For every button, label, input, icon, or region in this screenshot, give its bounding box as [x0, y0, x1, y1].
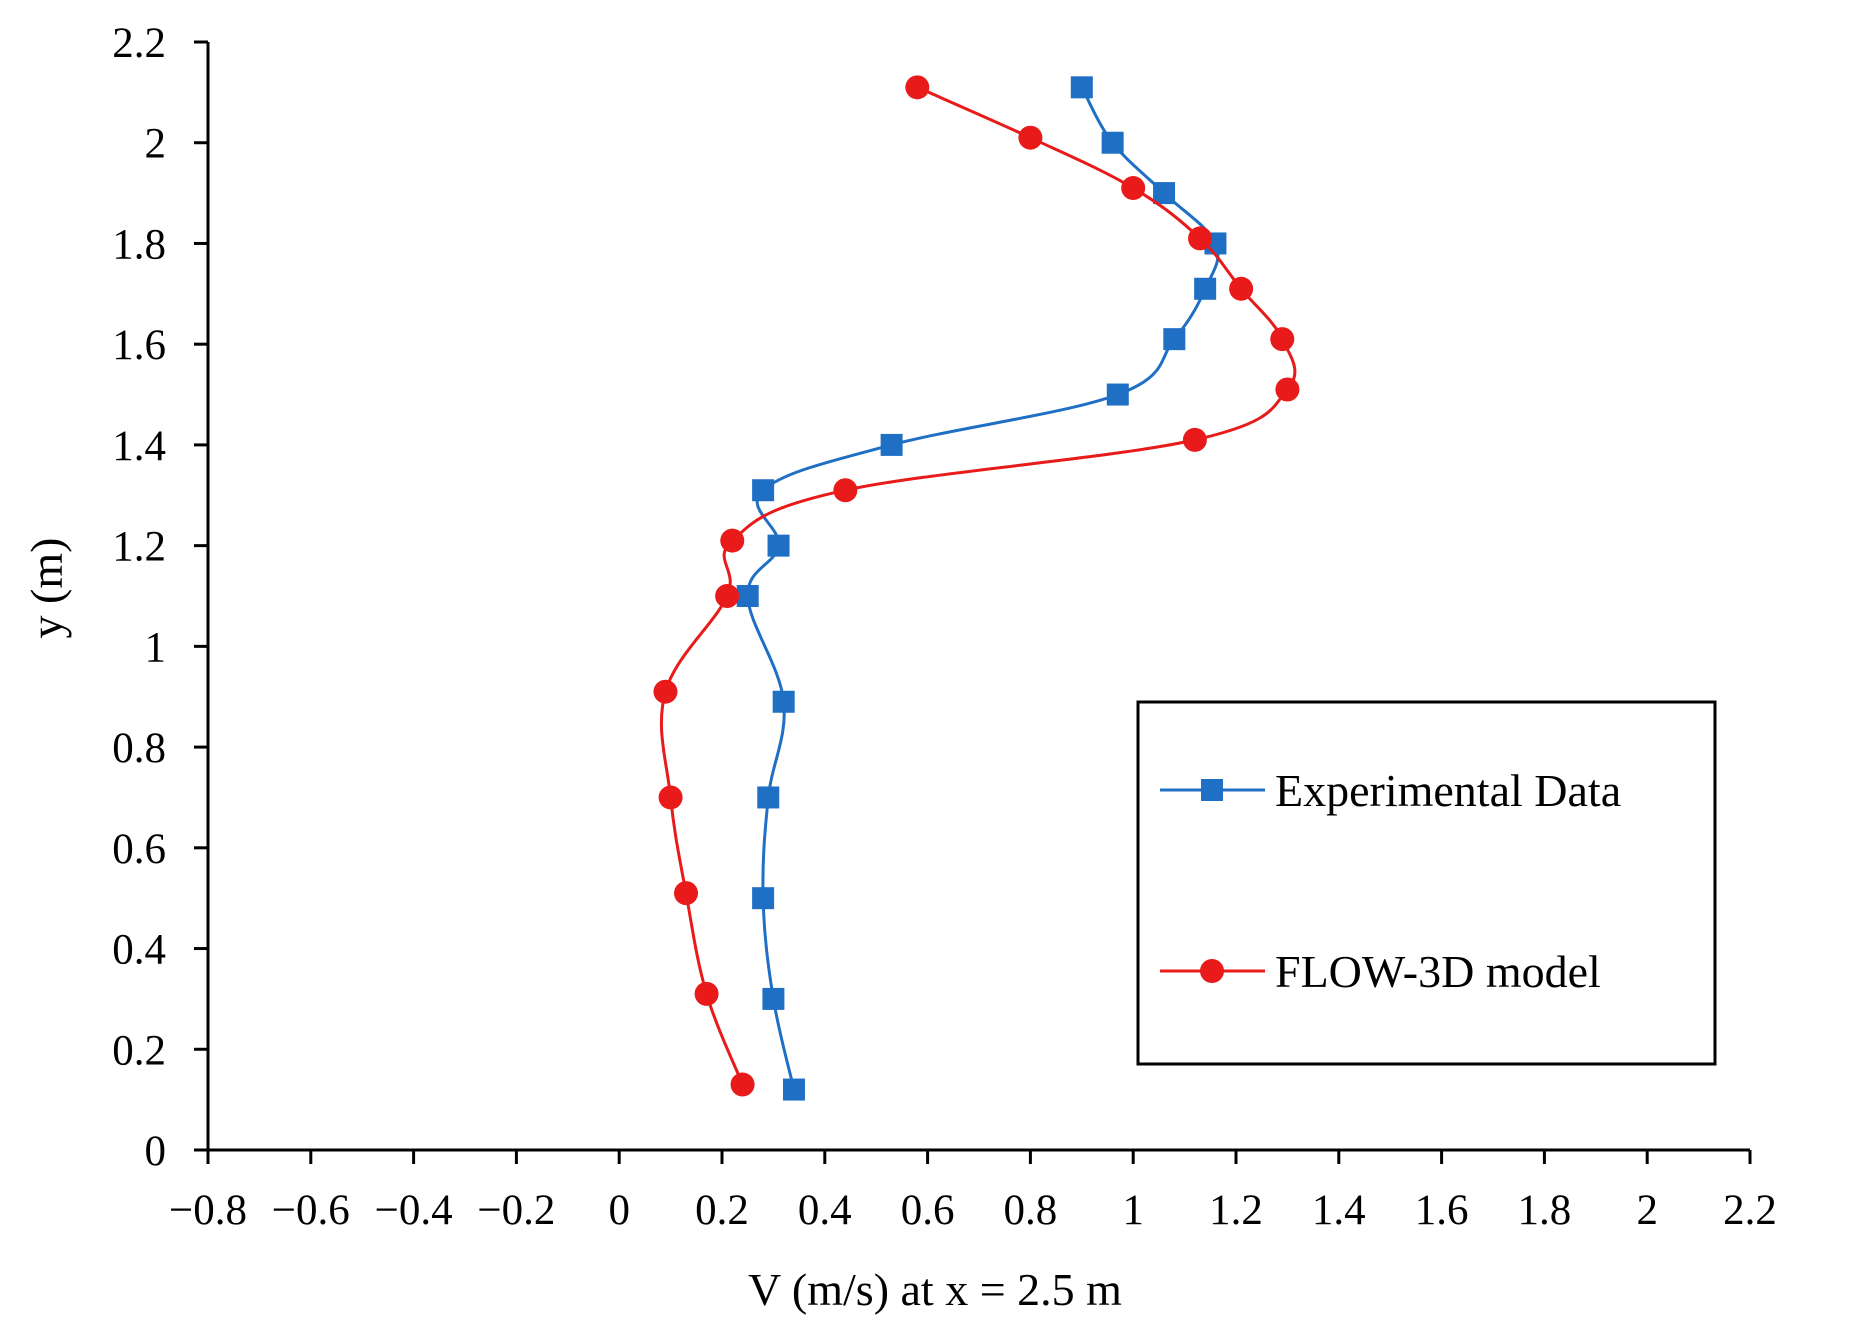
x-tick-label: 1.6 — [1415, 1187, 1469, 1234]
data-point-flow-3d-model — [694, 981, 719, 1006]
y-tick-label: 1 — [145, 624, 167, 671]
x-tick-label: 0.6 — [901, 1187, 955, 1234]
y-tick-label: 2 — [145, 121, 167, 168]
data-point-experimental-data — [782, 1078, 805, 1101]
series-flow-3d-model — [653, 75, 1300, 1097]
data-point-experimental-data — [1163, 328, 1186, 351]
y-tick-label: 0.8 — [112, 725, 166, 772]
y-tick-label: 0.6 — [112, 826, 166, 873]
x-tick-label: −0.2 — [477, 1187, 555, 1234]
data-point-experimental-data — [757, 786, 780, 809]
x-tick-label: 0.2 — [695, 1187, 749, 1234]
data-point-flow-3d-model — [730, 1072, 755, 1097]
y-tick-label: 1.4 — [112, 423, 166, 470]
data-point-flow-3d-model — [833, 478, 858, 503]
data-point-experimental-data — [772, 690, 795, 713]
y-tick-label: 1.8 — [112, 221, 166, 268]
data-point-flow-3d-model — [653, 679, 678, 704]
data-point-flow-3d-model — [720, 528, 745, 553]
data-point-flow-3d-model — [1275, 377, 1300, 402]
data-point-experimental-data — [752, 479, 775, 502]
x-tick-label: −0.6 — [272, 1187, 350, 1234]
legend-marker-experimental-data — [1201, 779, 1223, 801]
data-point-flow-3d-model — [674, 881, 699, 906]
data-point-experimental-data — [1194, 277, 1217, 300]
data-point-flow-3d-model — [1182, 427, 1207, 452]
x-tick-label: 1.2 — [1209, 1187, 1263, 1234]
y-tick-label: 0 — [145, 1128, 167, 1175]
data-point-experimental-data — [880, 433, 903, 456]
x-axis-title: V (m/s) at x = 2.5 m — [748, 1264, 1122, 1315]
legend-box — [1136, 700, 1717, 1066]
data-point-experimental-data — [1106, 383, 1129, 406]
x-tick-label: 1.8 — [1518, 1187, 1572, 1234]
legend-label-flow-3d-model: FLOW-3D model — [1275, 946, 1601, 997]
data-point-experimental-data — [762, 987, 785, 1010]
data-point-experimental-data — [1101, 131, 1124, 154]
data-point-flow-3d-model — [715, 584, 740, 608]
y-tick-label: 1.2 — [112, 524, 166, 571]
x-tick-label: 0.4 — [798, 1187, 852, 1234]
x-tick-label: 1 — [1122, 1187, 1144, 1234]
series-layer — [653, 75, 1300, 1101]
x-tick-label: 1.4 — [1312, 1187, 1366, 1234]
data-point-flow-3d-model — [1188, 226, 1213, 251]
y-tick-label: 0.2 — [112, 1027, 166, 1074]
y-tick-label: 0.4 — [112, 927, 166, 974]
axes: 0 0.2 0.4 0.6 0.8 1 1.2 1.4 1.6 1.8 2 2.2 −0.8 −0.6 −0… — [112, 20, 1777, 1234]
x-tick-label: 2 — [1636, 1187, 1658, 1234]
data-point-experimental-data — [767, 534, 790, 557]
data-point-experimental-data — [1070, 76, 1093, 99]
data-point-flow-3d-model — [905, 75, 930, 100]
data-point-flow-3d-model — [658, 785, 683, 810]
x-tick-label: −0.8 — [169, 1187, 247, 1234]
data-point-experimental-data — [1153, 182, 1176, 205]
y-tick-label: 2.2 — [112, 20, 166, 67]
data-point-flow-3d-model — [1121, 176, 1146, 201]
series-experimental-data — [736, 76, 1227, 1101]
data-point-experimental-data — [752, 887, 775, 910]
data-point-flow-3d-model — [1270, 327, 1295, 352]
y-axis-title: y (m) — [21, 538, 72, 639]
series-line-flow-3d-model — [659, 85, 1297, 1086]
x-tick-label: 0 — [608, 1187, 630, 1234]
x-tick-label: 0.8 — [1004, 1187, 1058, 1234]
data-point-flow-3d-model — [1229, 276, 1254, 301]
legend-marker-flow-3d-model — [1200, 959, 1224, 983]
x-tick-label: 2.2 — [1723, 1187, 1777, 1234]
data-point-experimental-data — [736, 585, 759, 607]
x-tick-label: −0.4 — [375, 1187, 453, 1234]
legend-label-experimental-data: Experimental Data — [1275, 765, 1621, 816]
data-point-flow-3d-model — [1018, 125, 1043, 150]
y-tick-label: 1.6 — [112, 322, 166, 369]
legend: Experimental Data FLOW-3D model — [1136, 700, 1717, 1066]
